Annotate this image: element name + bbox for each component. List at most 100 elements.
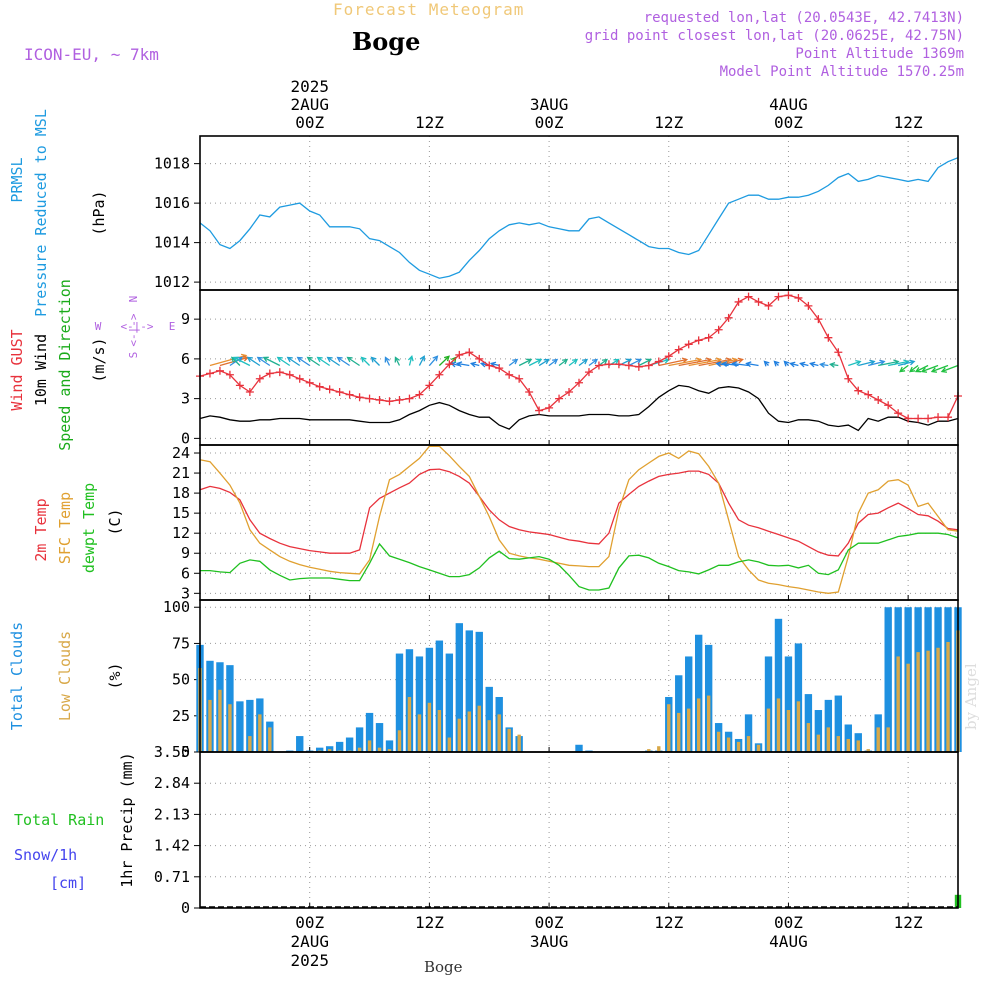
- wind-direction-arrow: [628, 358, 642, 367]
- total-cloud-bar: [375, 723, 384, 752]
- wind-gust-marker: [874, 395, 883, 404]
- low-cloud-bar: [387, 749, 392, 752]
- y-tick-label: 6: [181, 350, 190, 368]
- wind-direction-arrow: [337, 356, 350, 367]
- grid-point-coords: grid point closest lon,lat (20.0625E, 42…: [584, 28, 964, 44]
- wind-gust-marker: [425, 381, 434, 390]
- product-title: Forecast Meteogram: [333, 0, 525, 19]
- y-tick-label: 1016: [154, 194, 190, 212]
- total-cloud-bar: [685, 656, 693, 752]
- wind-direction-arrowhead: [262, 356, 269, 362]
- low-cloud-bar: [677, 712, 681, 752]
- wind-gust-marker: [854, 386, 863, 395]
- y-tick-label: 0: [181, 429, 190, 447]
- wind-direction-arrow: [578, 358, 588, 367]
- wind-gust-marker: [694, 336, 703, 345]
- low-cloud-bar: [836, 736, 841, 752]
- low-cloud-bar: [776, 698, 781, 752]
- wind-direction-arrow: [297, 356, 311, 367]
- wind-gust-marker: [315, 382, 324, 391]
- wind-gust-marker: [884, 401, 893, 410]
- time-tick-bottom-label: 12Z: [894, 913, 923, 932]
- wind-gust-marker: [235, 381, 244, 390]
- total-cloud-bar: [784, 656, 793, 752]
- low-cloud-bar: [228, 704, 232, 752]
- wind-gust-marker: [565, 388, 574, 397]
- wind-direction-arrowhead: [455, 361, 463, 368]
- wind-gust-marker: [385, 397, 394, 406]
- total-cloud-bar: [246, 699, 254, 752]
- y-tick-label: 24: [172, 444, 190, 462]
- wind-direction-arrowhead: [336, 356, 343, 363]
- low-cloud-bar: [826, 727, 831, 752]
- low-cloud-bar: [437, 710, 442, 752]
- y-tick-label: 6: [181, 564, 190, 582]
- wind-gust-marker: [714, 325, 723, 334]
- time-date-bottom-label: 3AUG: [530, 932, 569, 951]
- low-cloud-bar: [916, 652, 920, 752]
- wind-direction-arrow: [428, 355, 438, 366]
- wind-direction-arrow: [810, 362, 819, 367]
- wind-gust-marker: [435, 370, 444, 379]
- wind-gust-marker: [505, 370, 514, 379]
- wind-direction-arrowhead: [819, 361, 826, 368]
- wind-direction-arrowhead: [360, 356, 367, 363]
- wind-direction-arrowhead: [346, 356, 353, 363]
- wind-gust-marker: [515, 374, 524, 383]
- low-cloud-bar: [726, 737, 731, 752]
- time-tick-top-label: 12Z: [894, 113, 923, 132]
- y-tick-label: 1014: [154, 234, 190, 252]
- panel-frame: [199, 751, 959, 909]
- wind-direction-arrow: [263, 356, 281, 367]
- wind-direction-arrowhead: [443, 355, 450, 362]
- wind-direction-arrowhead: [384, 356, 390, 363]
- wind-direction-arrowhead: [256, 356, 263, 363]
- total-cloud-bar: [395, 653, 404, 752]
- compass-horizontal-arrow: <-|->: [120, 320, 153, 333]
- compass-vertical-arrow: <-|->: [127, 313, 140, 346]
- wind-direction-arrow: [868, 360, 885, 367]
- wind-gust-marker: [365, 394, 374, 403]
- wind-gust-marker: [535, 406, 544, 415]
- panel-frame: [199, 444, 959, 601]
- wind-gust-marker: [245, 388, 254, 397]
- low-cloud-bar: [706, 695, 711, 752]
- wind-gust-marker: [335, 388, 344, 397]
- y-tick-label: 3.55: [154, 743, 190, 761]
- rain-axis-title: Total Rain: [14, 811, 104, 829]
- wind-gust-marker: [814, 315, 823, 324]
- low-cloud-bar: [667, 704, 671, 752]
- y-tick-label: 75: [172, 634, 190, 652]
- wind-direction-arrowhead: [286, 356, 293, 363]
- low-cloud-bar: [487, 720, 491, 752]
- y-tick-label: 9: [181, 544, 190, 562]
- wind-direction-arrowhead: [899, 366, 906, 373]
- wind-direction-arrowhead: [909, 366, 916, 373]
- wind-gust-marker: [295, 374, 304, 383]
- time-tick-bottom-label: 12Z: [654, 913, 683, 932]
- low-cloud-bar: [906, 663, 910, 752]
- wind-gust-marker: [684, 340, 693, 349]
- wind-direction-arrow: [317, 356, 331, 367]
- wind-direction-arrowhead: [715, 361, 722, 368]
- wind-direction-arrow: [931, 364, 949, 373]
- wind-direction-arrow: [327, 356, 340, 367]
- wind-gust-marker: [734, 297, 743, 306]
- low-cloud-bar: [746, 736, 751, 752]
- wind-direction-arrowhead: [246, 356, 253, 363]
- wind-gust-marker: [575, 378, 583, 387]
- wind-gust-marker: [894, 409, 903, 418]
- low-cloud-bar: [367, 740, 372, 752]
- wind-direction-arrowhead: [869, 359, 876, 366]
- total-cloud-bar: [365, 712, 374, 752]
- low-cloud-bar: [447, 737, 452, 752]
- wind-direction-arrow: [909, 364, 919, 373]
- wind-direction-arrowhead: [232, 356, 239, 362]
- temp-2m-line: [199, 468, 959, 557]
- requested-coords: requested lon,lat (20.0543E, 42.7413N): [643, 10, 964, 26]
- wind-direction-axis-title: Speed and Direction: [56, 279, 74, 451]
- low-cloud-bar: [377, 747, 382, 752]
- wind-direction-arrowhead: [855, 359, 862, 366]
- low-cloud-bar: [866, 749, 870, 752]
